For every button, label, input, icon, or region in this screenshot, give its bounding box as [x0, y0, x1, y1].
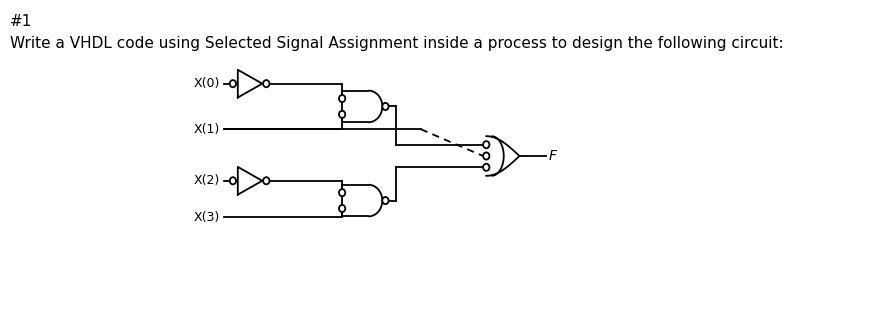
Circle shape: [262, 80, 269, 87]
Text: Write a VHDL code using Selected Signal Assignment inside a process to design th: Write a VHDL code using Selected Signal …: [10, 36, 783, 51]
Circle shape: [482, 164, 489, 171]
Circle shape: [381, 103, 388, 110]
Text: F: F: [547, 149, 555, 163]
Circle shape: [381, 197, 388, 204]
Circle shape: [339, 95, 345, 102]
Text: X(2): X(2): [193, 174, 220, 187]
Text: X(1): X(1): [193, 123, 220, 136]
Circle shape: [229, 177, 235, 184]
Circle shape: [229, 80, 235, 87]
Text: #1: #1: [10, 14, 32, 29]
Text: X(0): X(0): [193, 77, 220, 90]
Circle shape: [339, 205, 345, 212]
Circle shape: [339, 111, 345, 118]
Circle shape: [482, 141, 489, 148]
Text: X(3): X(3): [193, 211, 220, 224]
Circle shape: [262, 177, 269, 184]
Circle shape: [339, 189, 345, 196]
Circle shape: [482, 152, 489, 160]
